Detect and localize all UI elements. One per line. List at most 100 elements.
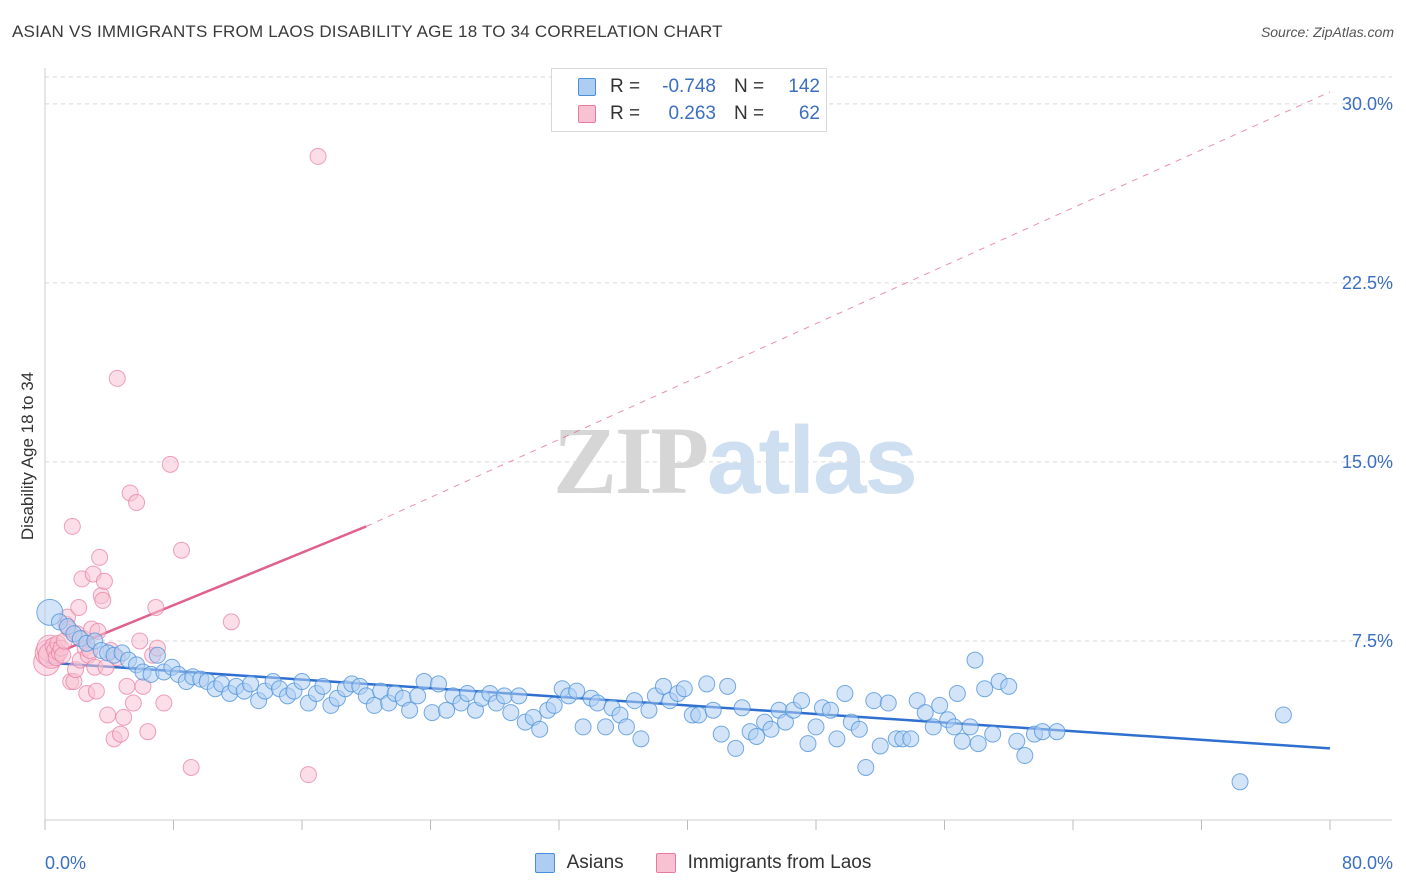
- data-point-laos: [309, 147, 327, 165]
- data-point-asians: [924, 718, 942, 736]
- data-point-asians: [776, 713, 794, 731]
- data-point-laos: [299, 766, 317, 784]
- data-point-asians: [969, 735, 987, 753]
- data-point-asians: [916, 704, 934, 722]
- chart-title: ASIAN VS IMMIGRANTS FROM LAOS DISABILITY…: [12, 22, 723, 41]
- data-point-asians: [314, 677, 332, 695]
- data-point-asians: [961, 718, 979, 736]
- y-tick-label: 22.5%: [1342, 273, 1393, 293]
- data-point-asians: [945, 718, 963, 736]
- y-tick-label: 30.0%: [1342, 94, 1393, 114]
- data-point-asians: [850, 720, 868, 738]
- data-point-asians: [654, 677, 672, 695]
- legend-r-value-asians: -0.748: [662, 76, 716, 97]
- legend-r-label: R =: [610, 103, 641, 124]
- data-point-laos: [54, 646, 72, 664]
- legend-swatch-asians: [578, 78, 596, 96]
- data-point-asians: [675, 680, 693, 698]
- legend-row-asians: R = -0.748 N = 142: [552, 74, 820, 100]
- data-point-asians: [719, 677, 737, 695]
- data-point-asians: [1016, 747, 1034, 765]
- legend-r-value-laos: 0.263: [668, 103, 716, 124]
- data-point-asians: [727, 739, 745, 757]
- grid-layer: [45, 76, 1392, 642]
- data-point-asians: [625, 692, 643, 710]
- legend-r-label: R =: [610, 76, 641, 97]
- legend-n-label: N =: [734, 103, 765, 124]
- data-point-asians: [871, 737, 889, 755]
- data-point-asians: [617, 718, 635, 736]
- data-point-asians: [415, 673, 433, 691]
- legend-row-laos: R = 0.263 N = 62: [552, 101, 820, 127]
- data-point-asians: [1048, 723, 1066, 741]
- data-point-laos: [87, 682, 105, 700]
- data-point-asians: [828, 730, 846, 748]
- data-point-asians: [953, 732, 971, 750]
- tick-label-layer: 7.5% 15.0% 22.5% 30.0% 0.0% 80.0%: [45, 94, 1393, 873]
- x-tick-label: 80.0%: [1342, 853, 1393, 873]
- data-point-laos: [63, 517, 81, 535]
- data-point-asians: [821, 701, 839, 719]
- data-point-laos: [115, 708, 133, 726]
- data-point-laos: [222, 613, 240, 631]
- data-point-asians: [365, 696, 383, 714]
- data-point-asians: [409, 687, 427, 705]
- data-point-asians: [836, 684, 854, 702]
- data-point-laos: [182, 758, 200, 776]
- axis-layer: [44, 68, 1392, 830]
- legend-n-value-laos: 62: [798, 103, 820, 124]
- watermark-zip: ZIP: [553, 407, 709, 514]
- data-point-laos: [173, 541, 191, 559]
- data-point-asians: [931, 696, 949, 714]
- data-point-asians: [1274, 706, 1292, 724]
- data-point-asians: [632, 730, 650, 748]
- data-point-asians: [495, 687, 513, 705]
- data-point-asians: [748, 727, 766, 745]
- legend-label-laos: Immigrants from Laos: [687, 852, 872, 873]
- data-point-asians: [148, 646, 166, 664]
- data-point-asians: [879, 694, 897, 712]
- data-point-laos: [99, 706, 117, 724]
- data-point-asians: [293, 673, 311, 691]
- data-point-asians: [574, 718, 592, 736]
- data-point-laos: [131, 632, 149, 650]
- data-point-asians: [690, 706, 708, 724]
- data-point-asians: [976, 680, 994, 698]
- data-point-asians: [423, 704, 441, 722]
- data-point-laos: [118, 677, 136, 695]
- data-point-laos: [108, 369, 126, 387]
- data-point-asians: [807, 718, 825, 736]
- data-point-asians: [908, 692, 926, 710]
- data-point-laos: [139, 723, 157, 741]
- data-point-asians: [948, 684, 966, 702]
- data-point-asians: [733, 699, 751, 717]
- data-point-asians: [510, 687, 528, 705]
- data-point-asians: [799, 735, 817, 753]
- series-asians-points: [36, 598, 1292, 791]
- legend-n-label: N =: [734, 76, 765, 97]
- data-point-asians: [438, 701, 456, 719]
- data-point-asians: [1000, 677, 1018, 695]
- data-point-asians: [857, 758, 875, 776]
- trendline-asians: [44, 661, 1331, 750]
- data-point-asians: [597, 718, 615, 736]
- data-point-asians: [793, 692, 811, 710]
- watermark-atlas: atlas: [707, 407, 918, 514]
- data-point-asians: [902, 730, 920, 748]
- correlation-legend: R = -0.748 N = 142 R = 0.263 N = 62: [551, 68, 827, 132]
- data-point-asians: [242, 675, 260, 693]
- legend-item-asians[interactable]: Asians: [534, 852, 624, 874]
- data-point-asians: [458, 684, 476, 702]
- data-point-laos: [91, 548, 109, 566]
- y-tick-label: 15.0%: [1342, 452, 1393, 472]
- data-point-laos: [111, 725, 129, 743]
- data-point-asians: [966, 651, 984, 669]
- data-point-laos: [147, 599, 165, 617]
- legend-item-laos[interactable]: Immigrants from Laos: [655, 852, 872, 874]
- data-point-asians: [401, 701, 419, 719]
- data-point-asians: [704, 701, 722, 719]
- data-point-laos: [70, 599, 88, 617]
- x-tick-label: 0.0%: [45, 853, 86, 873]
- trendline-laos-extension: [366, 91, 1331, 527]
